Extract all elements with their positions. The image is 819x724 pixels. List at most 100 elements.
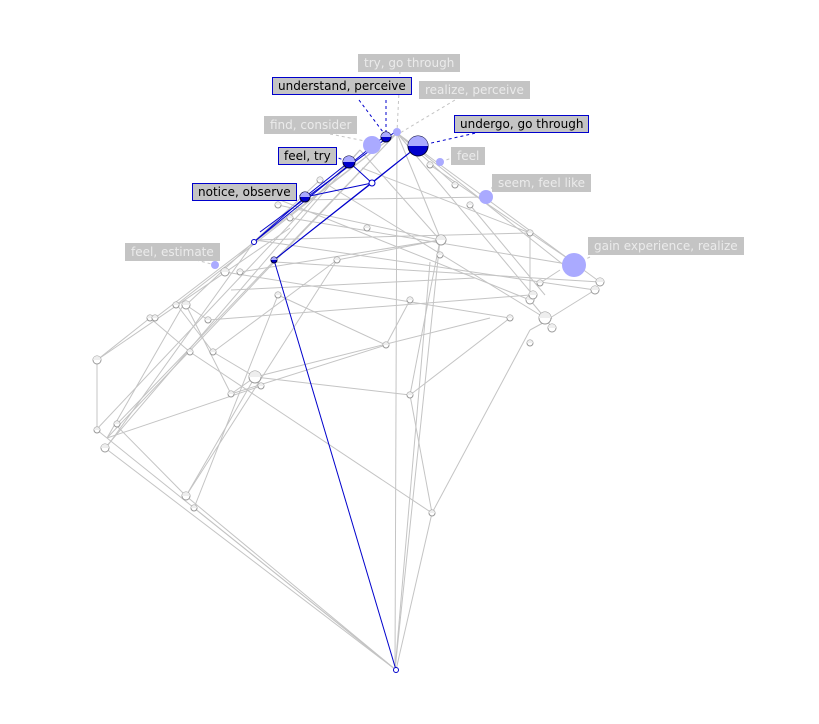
lattice-node-10[interactable] — [186, 348, 194, 356]
lattice-node-18[interactable] — [274, 291, 282, 299]
lattice-edge-24 — [193, 507, 397, 671]
lattice-edge-44 — [149, 317, 191, 353]
lattice-edge-49 — [336, 239, 441, 261]
lattice-node-27[interactable] — [466, 201, 474, 209]
label-feel-estimate[interactable]: feel, estimate — [125, 243, 220, 261]
lattice-node-24[interactable] — [436, 251, 444, 259]
lattice-edge-30 — [409, 317, 511, 396]
active-node-lower[interactable] — [270, 256, 278, 264]
lattice-node-12[interactable] — [204, 316, 212, 324]
lattice-edge-14 — [319, 179, 546, 319]
lattice-node-4[interactable] — [146, 314, 154, 322]
lattice-edge-65 — [429, 164, 571, 261]
lattice-node-20[interactable] — [382, 341, 390, 349]
concept-node-feel-try[interactable] — [342, 155, 356, 169]
lattice-node-28[interactable] — [526, 229, 534, 237]
lattice-edge-10 — [95, 149, 361, 431]
lattice-edge-15 — [279, 199, 531, 301]
lattice-edge-56 — [230, 277, 476, 291]
lattice-node-26[interactable] — [451, 181, 459, 189]
active-node-left[interactable] — [251, 239, 257, 245]
lattice-node-38[interactable] — [406, 296, 414, 304]
lattice-edge-64 — [469, 204, 546, 296]
lattice-node-31[interactable] — [538, 311, 552, 325]
lattice-edge-29 — [254, 317, 491, 378]
lattice-node-23[interactable] — [435, 234, 447, 246]
lattice-node-25[interactable] — [426, 161, 434, 169]
lattice-node-3[interactable] — [113, 420, 121, 428]
label-notice-observe[interactable]: notice, observe — [192, 183, 297, 201]
lattice-node-33[interactable] — [506, 314, 514, 322]
lattice-edge-33 — [431, 329, 531, 514]
lattice-edge-28 — [254, 376, 411, 396]
label-find-consider[interactable]: find, consider — [264, 116, 358, 134]
label-feel-try[interactable]: feel, try — [278, 147, 337, 165]
lattice-edge-3 — [175, 132, 398, 306]
lattice-node-5[interactable] — [151, 314, 159, 322]
bottom-node[interactable] — [393, 667, 399, 673]
concept-node-feel-estimate[interactable] — [211, 261, 219, 269]
lattice-edge-57 — [274, 261, 601, 283]
lattice-node-15[interactable] — [257, 382, 265, 390]
lattice-edge-40 — [193, 294, 279, 509]
lattice-node-37[interactable] — [595, 277, 605, 287]
lattice-edge-8 — [396, 132, 442, 241]
lattice-node-35[interactable] — [536, 279, 544, 287]
lattice-edge-35 — [230, 344, 387, 395]
lattice-node-40[interactable] — [286, 214, 294, 222]
lattice-node-19[interactable] — [333, 256, 341, 264]
lattice-edge-12 — [359, 149, 441, 241]
lattice-node-30[interactable] — [528, 290, 538, 300]
lattice-node-22[interactable] — [428, 509, 436, 517]
lattice-node-9[interactable] — [190, 504, 198, 512]
label-undergo-go-through[interactable]: undergo, go through — [454, 115, 590, 133]
lattice-node-6[interactable] — [172, 301, 180, 309]
concept-node-seem-feel-like[interactable] — [479, 190, 493, 204]
active-edge-6 — [304, 182, 373, 198]
active-edge-9 — [304, 161, 350, 198]
label-try-go-through[interactable]: try, go through — [358, 54, 461, 72]
lattice-node-16[interactable] — [220, 267, 230, 277]
label-feel[interactable]: feel — [451, 147, 486, 165]
lattice-node-14[interactable] — [248, 370, 262, 384]
lattice-node-36[interactable] — [590, 285, 600, 295]
lattice-edge-6 — [396, 132, 534, 296]
leader-find-consider — [329, 133, 371, 143]
lattice-node-7[interactable] — [181, 300, 191, 310]
label-seem-feel-like[interactable]: seem, feel like — [492, 174, 592, 192]
concept-node-try-go-through[interactable] — [393, 128, 401, 136]
label-realize-perceive[interactable]: realize, perceive — [419, 81, 530, 99]
lattice-edge-38 — [277, 294, 387, 346]
label-gain-experience-realize[interactable]: gain experience, realize — [588, 237, 744, 255]
lattice-node-8[interactable] — [181, 491, 191, 501]
lattice-edge-22 — [104, 447, 397, 671]
lattice-node-21[interactable] — [406, 391, 414, 399]
lattice-node-2[interactable] — [100, 443, 110, 453]
lattice-node-17[interactable] — [236, 268, 244, 276]
lattice-edge-46 — [212, 351, 256, 378]
lattice-edge-39 — [385, 299, 411, 346]
active-node-meet[interactable] — [368, 179, 376, 187]
lattice-node-39[interactable] — [363, 224, 371, 232]
concept-node-notice-observe[interactable] — [299, 191, 311, 203]
lattice-node-1[interactable] — [93, 426, 101, 434]
lattice-node-0[interactable] — [92, 355, 102, 365]
concept-node-feel[interactable] — [436, 158, 444, 166]
lattice-node-34[interactable] — [526, 339, 534, 347]
lattice-edge-60 — [394, 239, 441, 671]
lattice-edge-55 — [207, 294, 531, 321]
lattice-edge-42 — [114, 423, 187, 497]
concept-node-undergo-go-through[interactable] — [407, 135, 429, 157]
concept-node-understand-perceive[interactable] — [380, 131, 392, 143]
active-edge-8 — [253, 196, 306, 243]
concept-node-gain-experience[interactable] — [562, 253, 586, 277]
lattice-node-42[interactable] — [316, 176, 324, 184]
lattice-node-13[interactable] — [227, 390, 235, 398]
lattice-node-41[interactable] — [274, 201, 282, 209]
label-understand-perceive[interactable]: understand, perceive — [272, 77, 412, 95]
lattice-edge-67 — [299, 196, 487, 201]
lattice-node-11[interactable] — [209, 348, 217, 356]
lattice-node-32[interactable] — [547, 323, 557, 333]
concept-node-find-consider[interactable] — [363, 136, 381, 154]
